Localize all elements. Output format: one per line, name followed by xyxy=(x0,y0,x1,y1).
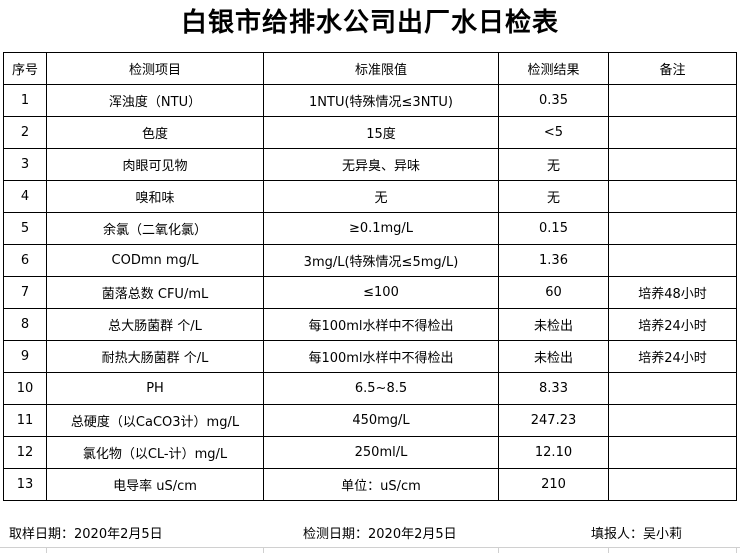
cell-limit: 3mg/L(特殊情况≤5mg/L) xyxy=(263,244,499,277)
cell-limit: ≤100 xyxy=(263,276,499,309)
table-row: 6 CODmn mg/L 3mg/L(特殊情况≤5mg/L) 1.36 xyxy=(3,244,737,277)
cell-remark xyxy=(608,116,737,149)
table-row: 13 电导率 uS/cm 单位：uS/cm 210 xyxy=(3,468,737,501)
cell-result: 12.10 xyxy=(498,436,609,469)
cell-result: 1.36 xyxy=(498,244,609,277)
cell-result: 247.23 xyxy=(498,404,609,437)
cell-limit: 1NTU(特殊情况≤3NTU) xyxy=(263,84,499,117)
cell-limit: 单位：uS/cm xyxy=(263,468,499,501)
cell-item: PH xyxy=(46,372,264,405)
cell-remark: 培养24小时 xyxy=(608,308,737,341)
cell-index: 11 xyxy=(3,404,47,437)
cell-result: <5 xyxy=(498,116,609,149)
cell-item: 色度 xyxy=(46,116,264,149)
cell-index: 6 xyxy=(3,244,47,277)
table-row: 12 氯化物（以CL-计）mg/L 250ml/L 12.10 xyxy=(3,436,737,469)
cell-limit: 6.5~8.5 xyxy=(263,372,499,405)
cell-remark xyxy=(608,212,737,245)
cell-index: 9 xyxy=(3,340,47,373)
cell-limit: ≥0.1mg/L xyxy=(263,212,499,245)
table-row: 1 浑浊度（NTU） 1NTU(特殊情况≤3NTU) 0.35 xyxy=(3,84,737,117)
table-row: 3 肉眼可见物 无异臭、异味无 xyxy=(3,148,737,181)
cell-remark xyxy=(608,148,737,181)
cell-index: 1 xyxy=(3,84,47,117)
cell-item: 菌落总数 CFU/mL xyxy=(46,276,264,309)
cell-limit: 无 xyxy=(263,180,499,213)
cell-item: 总硬度（以CaCO3计）mg/L xyxy=(46,404,264,437)
cell-result: 0.35 xyxy=(498,84,609,117)
gridline xyxy=(736,547,737,553)
cell-item: CODmn mg/L xyxy=(46,244,264,277)
cell-result: 未检出 xyxy=(498,308,609,341)
cell-index: 3 xyxy=(3,148,47,181)
cell-result: 60 xyxy=(498,276,609,309)
table-header-row: 序号 检测项目 标准限值 检测结果 备注 xyxy=(3,52,737,85)
test-date: 检测日期：2020年2月5日 xyxy=(303,527,457,542)
table-row: 4 嗅和味无无 xyxy=(3,180,737,213)
cell-item: 总大肠菌群 个/L xyxy=(46,308,264,341)
cell-item: 氯化物（以CL-计）mg/L xyxy=(46,436,264,469)
cell-result: 8.33 xyxy=(498,372,609,405)
cell-remark xyxy=(608,180,737,213)
page-title: 白银市给排水公司出厂水日检表 xyxy=(180,8,559,38)
header-cell-limit: 标准限值 xyxy=(263,52,499,85)
cell-remark: 培养48小时 xyxy=(608,276,737,309)
cell-remark xyxy=(608,84,737,117)
table-row: 10 PH 6.5~8.5 8.33 xyxy=(3,372,737,405)
cell-limit: 无异臭、异味 xyxy=(263,148,499,181)
cell-index: 7 xyxy=(3,276,47,309)
cell-index: 2 xyxy=(3,116,47,149)
cell-result: 210 xyxy=(498,468,609,501)
cell-item: 电导率 uS/cm xyxy=(46,468,264,501)
cell-index: 10 xyxy=(3,372,47,405)
sampling-date: 取样日期：2020年2月5日 xyxy=(9,527,163,542)
cell-result: 0.15 xyxy=(498,212,609,245)
table-row: 9 耐热大肠菌群 个/L 每100ml水样中不得检出 未检出 培养24小时 xyxy=(3,340,737,373)
header-cell-item: 检测项目 xyxy=(46,52,264,85)
cell-limit: 15度 xyxy=(263,116,499,149)
cell-index: 12 xyxy=(3,436,47,469)
cell-result: 无 xyxy=(498,180,609,213)
cell-item: 浑浊度（NTU） xyxy=(46,84,264,117)
cell-result: 未检出 xyxy=(498,340,609,373)
cell-limit: 450mg/L xyxy=(263,404,499,437)
cell-remark xyxy=(608,436,737,469)
cell-limit: 每100ml水样中不得检出 xyxy=(263,308,499,341)
cell-remark xyxy=(608,404,737,437)
cell-item: 肉眼可见物 xyxy=(46,148,264,181)
cell-index: 13 xyxy=(3,468,47,501)
inspection-table: 序号 检测项目 标准限值 检测结果 备注 1 浑浊度（NTU） 1NTU(特殊情况≤… xyxy=(3,52,737,501)
cell-remark xyxy=(608,372,737,405)
cell-remark xyxy=(608,468,737,501)
header-cell-result: 检测结果 xyxy=(498,52,609,85)
header-cell-index: 序号 xyxy=(3,52,47,85)
table-row: 8 总大肠菌群 个/L 每100ml水样中不得检出 未检出 培养24小时 xyxy=(3,308,737,341)
gridline xyxy=(46,547,47,553)
cell-limit: 每100ml水样中不得检出 xyxy=(263,340,499,373)
cell-remark xyxy=(608,244,737,277)
cell-item: 嗅和味 xyxy=(46,180,264,213)
cell-result: 无 xyxy=(498,148,609,181)
header-cell-remark: 备注 xyxy=(608,52,737,85)
table-row: 2 色度 15度 <5 xyxy=(3,116,737,149)
table-row: 5 余氯（二氧化氯） ≥0.1mg/L 0.15 xyxy=(3,212,737,245)
reporter: 填报人：吴小莉 xyxy=(591,527,683,542)
gridline xyxy=(608,547,609,553)
cell-index: 8 xyxy=(3,308,47,341)
cell-index: 4 xyxy=(3,180,47,213)
table-row: 11 总硬度（以CaCO3计）mg/L 450mg/L 247.23 xyxy=(3,404,737,437)
cell-item: 耐热大肠菌群 个/L xyxy=(46,340,264,373)
spreadsheet-gridline xyxy=(0,547,740,554)
gridline xyxy=(263,547,264,553)
cell-limit: 250ml/L xyxy=(263,436,499,469)
cell-item: 余氯（二氧化氯） xyxy=(46,212,264,245)
cell-remark: 培养24小时 xyxy=(608,340,737,373)
cell-index: 5 xyxy=(3,212,47,245)
table-footer: 取样日期：2020年2月5日 检测日期：2020年2月5日 填报人：吴小莉 xyxy=(3,515,736,547)
table-row: 7 菌落总数 CFU/mL ≤100 60 培养48小时 xyxy=(3,276,737,309)
gridline xyxy=(498,547,499,553)
